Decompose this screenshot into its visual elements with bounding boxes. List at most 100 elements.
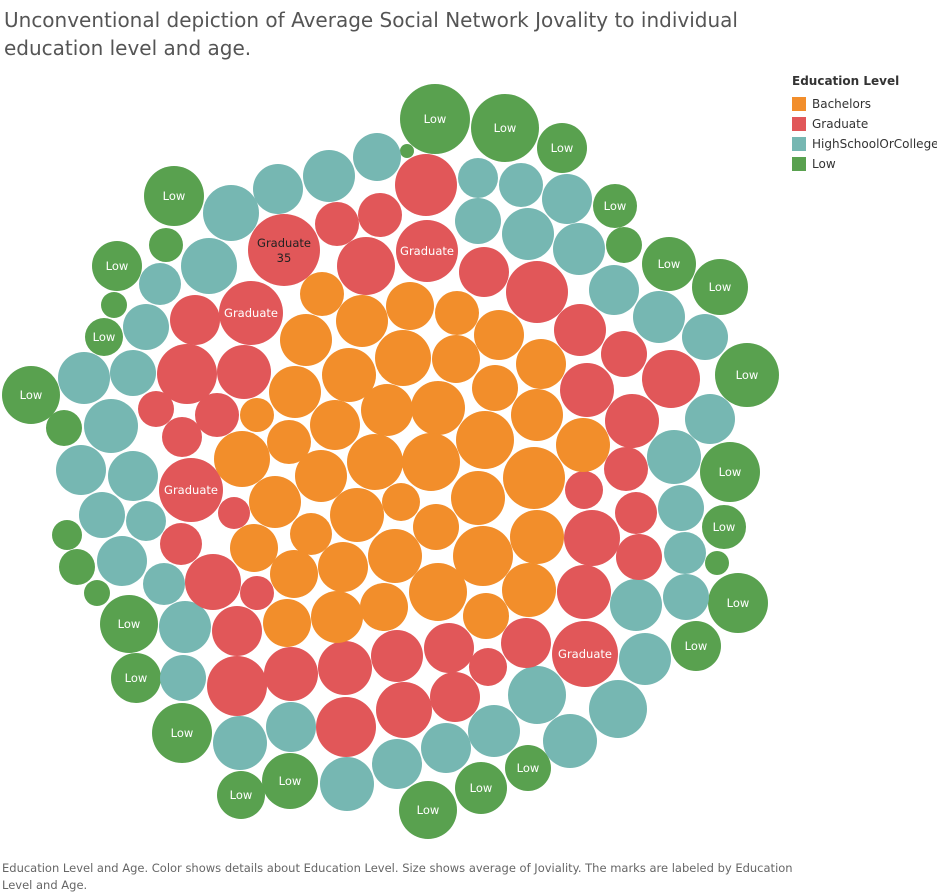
bubble-mark[interactable] (270, 550, 318, 598)
bubble-mark[interactable] (157, 344, 217, 404)
bubble-graduate[interactable] (564, 510, 620, 566)
bubble-graduate[interactable] (430, 672, 480, 722)
bubble-graduate[interactable] (616, 534, 662, 580)
bubble-mark[interactable] (642, 237, 696, 291)
bubble-highschoolorcollege[interactable] (663, 574, 709, 620)
bubble-highschoolorcollege[interactable] (58, 352, 110, 404)
bubble-bachelors[interactable] (409, 563, 467, 621)
bubble-mark[interactable] (432, 335, 480, 383)
bubble-graduate[interactable] (138, 391, 174, 427)
bubble-mark[interactable] (560, 363, 614, 417)
bubble-graduate[interactable] (424, 623, 474, 673)
bubble-mark[interactable] (663, 574, 709, 620)
bubble-highschoolorcollege[interactable] (685, 394, 735, 444)
legend-item-graduate[interactable]: Graduate (792, 114, 937, 134)
bubble-mark[interactable] (195, 393, 239, 437)
bubble-mark[interactable] (310, 400, 360, 450)
bubble-mark[interactable] (108, 451, 158, 501)
bubble-low[interactable]: Low (642, 237, 696, 291)
bubble-highschoolorcollege[interactable] (203, 185, 259, 241)
bubble-graduate[interactable] (212, 606, 262, 656)
bubble-low[interactable]: Low (399, 781, 457, 839)
bubble-mark[interactable] (702, 505, 746, 549)
bubble-bachelors[interactable] (472, 365, 518, 411)
bubble-mark[interactable] (330, 488, 384, 542)
bubble-mark[interactable] (143, 563, 185, 605)
bubble-highschoolorcollege[interactable] (508, 666, 566, 724)
bubble-mark[interactable] (400, 144, 414, 158)
bubble-mark[interactable] (469, 648, 507, 686)
bubble-highschoolorcollege[interactable] (353, 133, 401, 181)
bubble-mark[interactable] (138, 391, 174, 427)
bubble-mark[interactable] (311, 591, 363, 643)
bubble-low[interactable]: Low (537, 123, 587, 173)
bubble-mark[interactable] (553, 223, 605, 275)
bubble-low[interactable]: Low (92, 241, 142, 291)
bubble-mark[interactable] (543, 714, 597, 768)
bubble-mark[interactable] (248, 214, 320, 286)
bubble-bachelors[interactable] (402, 433, 460, 491)
bubble-mark[interactable] (402, 433, 460, 491)
bubble-mark[interactable] (456, 411, 514, 469)
bubble-mark[interactable] (207, 656, 267, 716)
bubble-low[interactable]: Low (111, 653, 161, 703)
bubble-highschoolorcollege[interactable] (266, 702, 316, 752)
bubble-graduate[interactable] (337, 237, 395, 295)
bubble-mark[interactable] (56, 445, 106, 495)
bubble-mark[interactable] (502, 208, 554, 260)
bubble-highschoolorcollege[interactable] (610, 579, 662, 631)
bubble-graduate[interactable] (316, 697, 376, 757)
bubble-mark[interactable] (435, 291, 479, 335)
bubble-mark[interactable] (253, 164, 303, 214)
bubble-mark[interactable] (421, 723, 471, 773)
bubble-low[interactable] (59, 549, 95, 585)
bubble-bachelors[interactable] (270, 550, 318, 598)
bubble-mark[interactable] (692, 259, 748, 315)
bubble-mark[interactable] (300, 272, 344, 316)
bubble-graduate[interactable] (264, 647, 318, 701)
bubble-highschoolorcollege[interactable] (658, 485, 704, 531)
bubble-mark[interactable] (376, 682, 432, 738)
bubble-bachelors[interactable] (269, 366, 321, 418)
bubble-mark[interactable] (503, 447, 565, 509)
bubble-mark[interactable] (337, 237, 395, 295)
bubble-bachelors[interactable] (516, 339, 566, 389)
bubble-mark[interactable] (375, 330, 431, 386)
bubble-highschoolorcollege[interactable] (123, 304, 169, 350)
bubble-bachelors[interactable] (511, 389, 563, 441)
bubble-highschoolorcollege[interactable] (143, 563, 185, 605)
bubble-mark[interactable] (110, 350, 156, 396)
bubble-highschoolorcollege[interactable] (84, 399, 138, 453)
bubble-mark[interactable] (502, 563, 556, 617)
bubble-mark[interactable] (84, 399, 138, 453)
bubble-mark[interactable] (556, 418, 610, 472)
bubble-mark[interactable] (170, 295, 220, 345)
bubble-low[interactable]: Low (715, 343, 779, 407)
bubble-mark[interactable] (263, 599, 311, 647)
bubble-mark[interactable] (642, 350, 700, 408)
bubble-bachelors[interactable] (456, 411, 514, 469)
bubble-bachelors[interactable] (347, 434, 403, 490)
bubble-mark[interactable] (262, 753, 318, 809)
bubble-mark[interactable] (505, 745, 551, 791)
bubble-highschoolorcollege[interactable] (181, 238, 237, 294)
bubble-highschoolorcollege[interactable] (372, 739, 422, 789)
bubble-mark[interactable] (218, 497, 250, 529)
bubble-mark[interactable] (511, 389, 563, 441)
bubble-mark[interactable] (664, 532, 706, 574)
bubble-mark[interactable] (230, 524, 278, 572)
bubble-mark[interactable] (605, 394, 659, 448)
bubble-mark[interactable] (633, 291, 685, 343)
bubble-bachelors[interactable] (267, 420, 311, 464)
legend-item-low[interactable]: Low (792, 154, 937, 174)
bubble-mark[interactable] (658, 485, 704, 531)
bubble-low[interactable]: Low (702, 505, 746, 549)
bubble-graduate[interactable]: Graduate (159, 458, 223, 522)
bubble-mark[interactable] (162, 417, 202, 457)
bubble-mark[interactable] (501, 618, 551, 668)
bubble-bachelors[interactable] (300, 272, 344, 316)
bubble-graduate[interactable] (207, 656, 267, 716)
bubble-mark[interactable] (217, 771, 265, 819)
bubble-mark[interactable] (2, 366, 60, 424)
